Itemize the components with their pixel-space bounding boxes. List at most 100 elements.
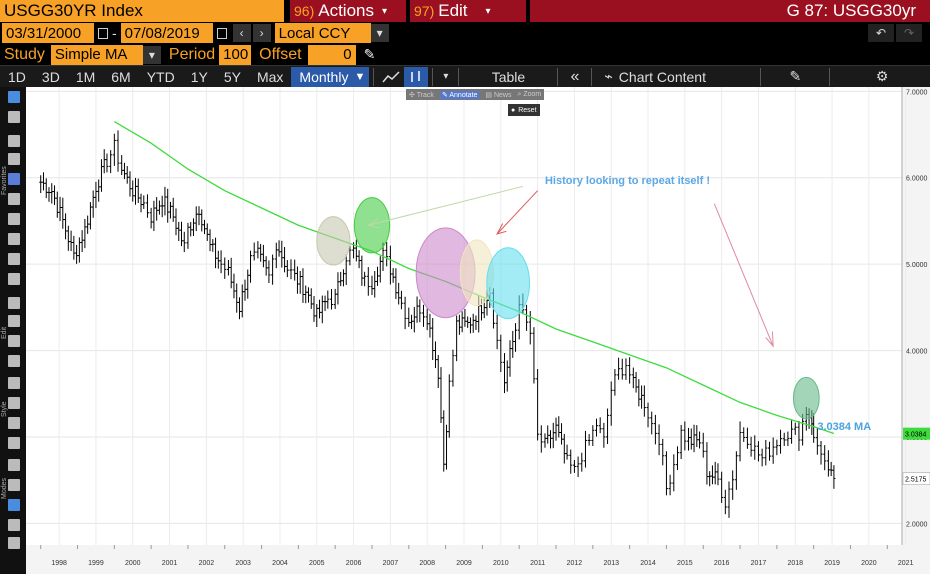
lock-icon[interactable]: [8, 479, 20, 491]
line-width-icon[interactable]: [8, 397, 20, 409]
scale-tool-icon[interactable]: [8, 335, 20, 347]
crosshair-icon[interactable]: [8, 499, 20, 511]
collapse-icon[interactable]: «: [570, 67, 580, 85]
chart-content-button[interactable]: ⌁ Chart Content: [596, 67, 756, 87]
header-bar: USGG30YR Index 96) Actions ▾ 97) Edit ▾ …: [0, 0, 930, 22]
ticker-field[interactable]: USGG30YR Index: [0, 0, 284, 22]
gear-icon[interactable]: ⚙: [875, 68, 889, 84]
news-tool[interactable]: ▤ News: [485, 91, 512, 99]
timeframe-1y[interactable]: 1Y: [190, 68, 208, 85]
x-tick-label: 2019: [824, 560, 840, 567]
zoom-tool[interactable]: ⌕ Zoom: [517, 90, 542, 98]
trend-tool-icon[interactable]: [8, 213, 20, 225]
x-tick-label: 2018: [787, 560, 803, 567]
edit-chart-icon[interactable]: ✎: [789, 68, 802, 84]
ma-price-label: 3.0384: [905, 432, 927, 439]
redo-icon[interactable]: ↷: [896, 24, 922, 42]
brush-tool-icon[interactable]: [8, 233, 20, 245]
edit-menu[interactable]: 97) Edit ▾: [410, 0, 526, 22]
fibonacci-tool-icon[interactable]: [8, 173, 20, 185]
calendar-icon[interactable]: [98, 27, 108, 39]
chevron-down-icon: ▾: [485, 5, 491, 17]
date-range-bar: 03/31/2000 - 07/08/2019 ‹ › Local CCY ▾ …: [0, 22, 930, 44]
magnet-icon[interactable]: [8, 459, 20, 471]
x-tick-label: 2013: [603, 560, 619, 567]
text-tool-icon[interactable]: [8, 135, 20, 147]
x-tick-label: 2021: [898, 560, 914, 567]
next-period-button[interactable]: ›: [252, 24, 271, 42]
chevron-down-icon: ▼: [354, 70, 366, 83]
currency-select[interactable]: Local CCY: [274, 23, 371, 43]
undo-icon[interactable]: ↶: [868, 24, 894, 42]
edit-number: 97): [414, 3, 435, 19]
timeframe-max[interactable]: Max: [256, 68, 284, 85]
start-date-field[interactable]: 03/31/2000: [2, 23, 94, 43]
cursor-icon[interactable]: [8, 91, 20, 103]
channel-tool-icon[interactable]: [8, 253, 20, 265]
x-tick-label: 1999: [88, 560, 104, 567]
y-tick-label: 4.0000: [906, 349, 928, 356]
actions-menu[interactable]: 96) Actions ▾: [290, 0, 406, 22]
x-tick-label: 1998: [51, 560, 67, 567]
period-input[interactable]: 100: [219, 44, 252, 65]
last-price-tag: [902, 472, 930, 485]
x-tick-label: 2007: [383, 560, 399, 567]
timeframe-5y[interactable]: 5Y: [223, 68, 241, 85]
annotate-tool[interactable]: ✎ Annotate: [439, 90, 480, 99]
reset-button[interactable]: ● Reset: [508, 104, 540, 116]
timeframe-1m[interactable]: 1M: [75, 68, 96, 85]
ruler-tool-icon[interactable]: [8, 193, 20, 205]
bars-tool-icon[interactable]: [8, 273, 20, 285]
style-side-label: Style: [1, 401, 8, 417]
settings-small-icon[interactable]: [8, 537, 20, 549]
chart-id-bar: G 87: USGG30yr: [530, 0, 930, 22]
x-tick-label: 2009: [456, 560, 472, 567]
timeframe-1d[interactable]: 1D: [8, 68, 26, 85]
chevron-down-icon[interactable]: ▾: [142, 45, 161, 64]
pointer-tool-icon[interactable]: [8, 297, 20, 309]
highlight-circle: [316, 216, 351, 266]
annotation-arrow: [496, 190, 538, 235]
price-chart[interactable]: 2.00003.00004.00005.00006.00007.00001998…: [26, 87, 930, 574]
reset-icon: ●: [511, 106, 516, 114]
pencil-icon[interactable]: ✎: [363, 46, 376, 62]
bar-chart-icon[interactable]: [404, 66, 429, 87]
line-style-icon[interactable]: [8, 417, 20, 429]
eraser-tool-icon[interactable]: [8, 355, 20, 367]
x-tick-label: 2010: [493, 560, 509, 567]
period-value: 100: [223, 46, 249, 63]
x-axis-panel: [26, 545, 930, 574]
frequency-select[interactable]: Monthly ▼: [291, 66, 370, 87]
date-separator: -: [112, 25, 117, 41]
timeframe-3d[interactable]: 3D: [41, 68, 60, 85]
draw-line-icon[interactable]: [8, 111, 20, 123]
edit-label: Edit: [438, 1, 468, 20]
chevron-down-icon[interactable]: ▾: [443, 71, 449, 82]
highlight-circle: [353, 197, 391, 254]
prev-period-button[interactable]: ‹: [232, 24, 251, 42]
x-tick-label: 2020: [861, 560, 877, 567]
delete-icon[interactable]: [8, 519, 20, 531]
arrow-head: [496, 223, 507, 235]
track-tool[interactable]: ✣ Track: [409, 91, 434, 99]
line-chart-icon[interactable]: [378, 67, 404, 87]
calendar-icon[interactable]: [216, 27, 227, 39]
move-tool-icon[interactable]: [8, 315, 20, 327]
dollar-tool-icon[interactable]: [8, 153, 20, 165]
chart-float-toolbar: ✣ Track ✎ Annotate ▤ News ⌕ Zoom: [406, 89, 545, 100]
study-type-select[interactable]: Simple MA: [50, 44, 143, 65]
timeframe-ytd[interactable]: YTD: [146, 68, 175, 85]
ma-price-tag: [903, 427, 930, 440]
end-date-field[interactable]: 07/08/2019: [120, 23, 213, 43]
x-tick-label: 2000: [125, 560, 141, 567]
chart-area[interactable]: 2.00003.00004.00005.00006.00007.00001998…: [26, 87, 930, 574]
highlight-circle: [486, 247, 531, 320]
last-price-label: 2.5175: [905, 477, 927, 484]
table-button[interactable]: Table: [491, 68, 526, 85]
offset-input[interactable]: 0: [307, 44, 356, 65]
chevron-down-icon[interactable]: ▾: [370, 24, 389, 42]
timeframe-6m[interactable]: 6M: [111, 68, 131, 85]
period-label: Period: [168, 45, 216, 63]
line-end-icon[interactable]: [8, 437, 20, 449]
style-color-icon[interactable]: [8, 377, 20, 389]
